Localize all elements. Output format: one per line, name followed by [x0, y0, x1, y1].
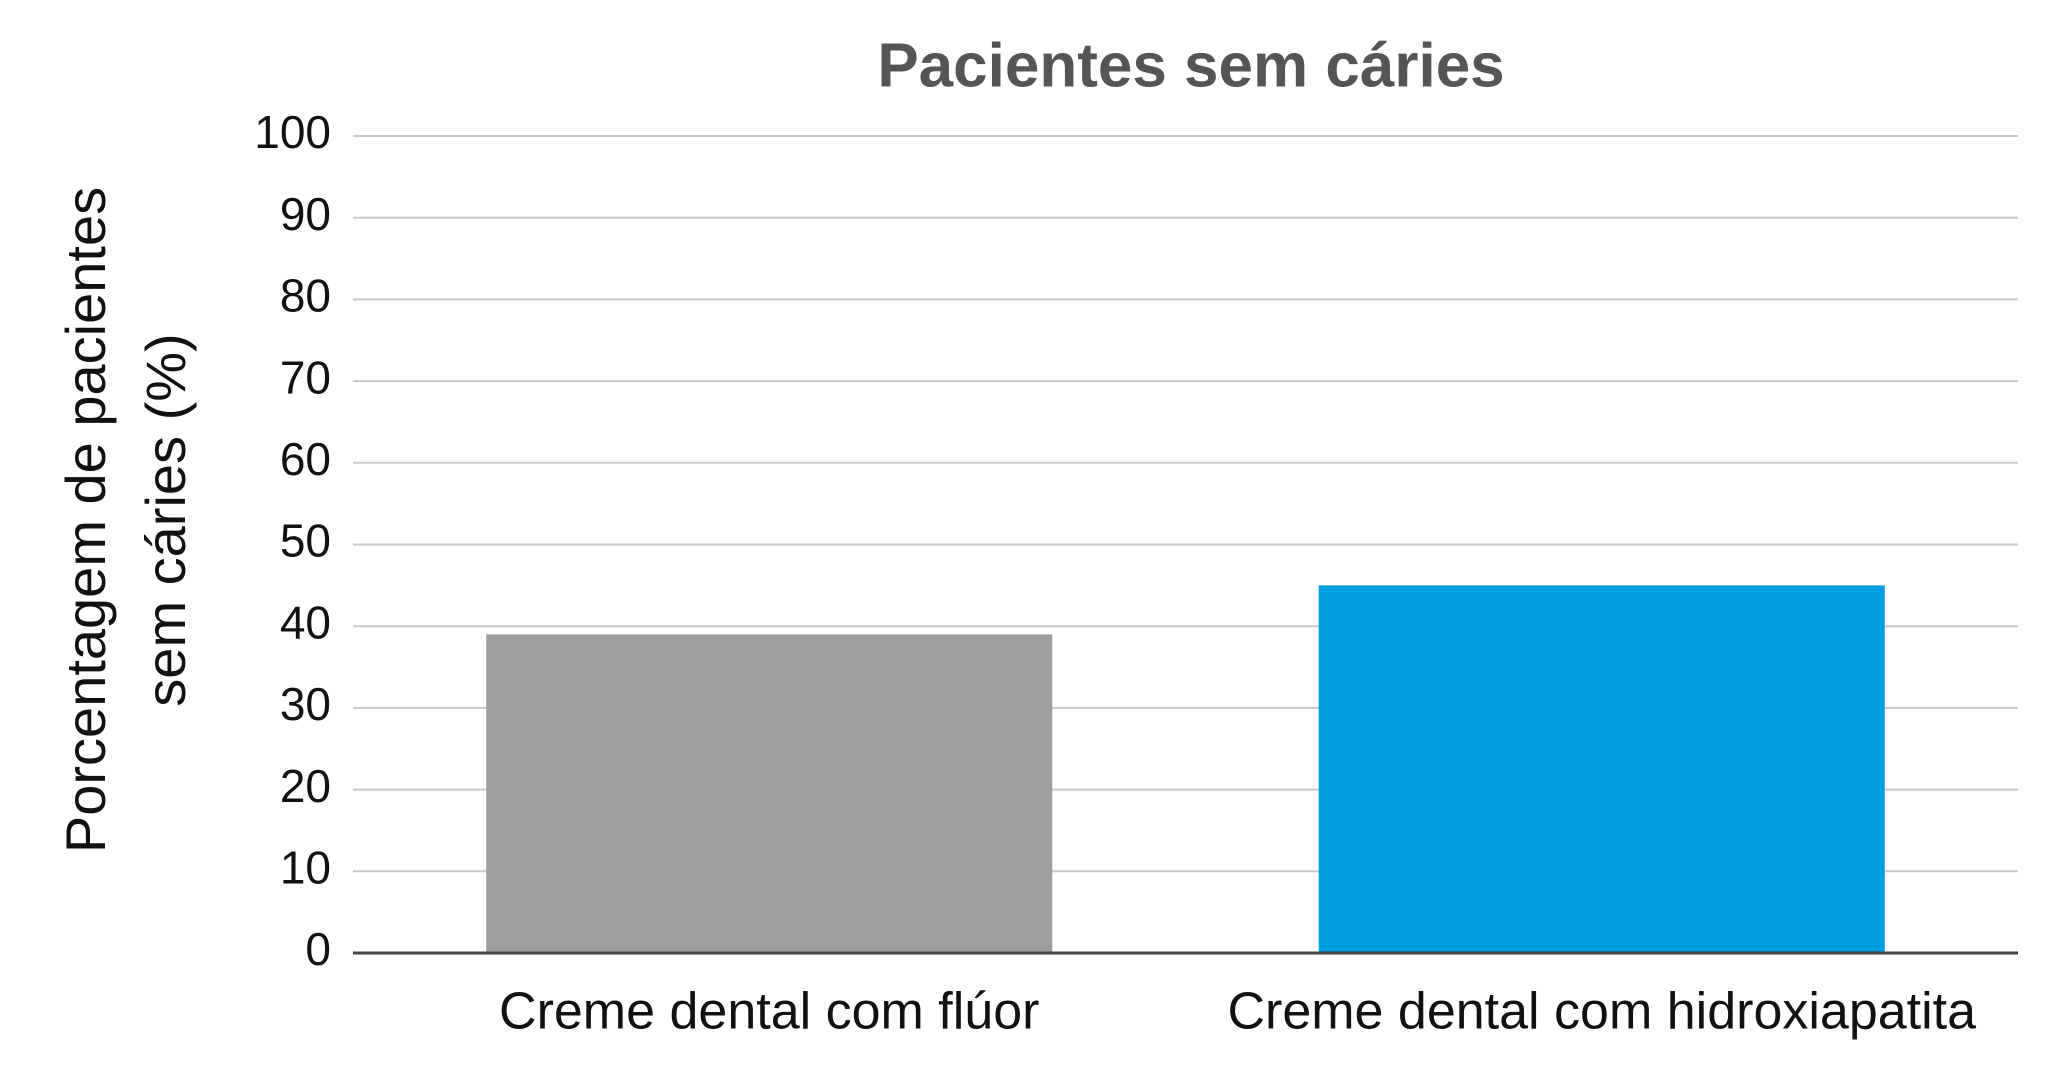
y-tick-label: 20	[280, 760, 331, 812]
y-axis-label: sem cáries (%)	[134, 333, 197, 706]
y-tick-label: 60	[280, 433, 331, 485]
x-tick-label: Creme dental com hidroxiapatita	[1227, 983, 1976, 1041]
y-tick-label: 50	[280, 515, 331, 567]
bar	[486, 634, 1053, 953]
y-tick-label: 40	[280, 596, 331, 648]
y-tick-label: 0	[305, 923, 331, 975]
y-tick-label: 100	[254, 106, 331, 158]
y-tick-label: 90	[280, 188, 331, 240]
x-tick-label: Creme dental com flúor	[499, 983, 1039, 1041]
bar	[1318, 585, 1885, 953]
y-tick-label: 30	[280, 678, 331, 730]
y-tick-label: 70	[280, 351, 331, 403]
y-tick-label: 10	[280, 841, 331, 893]
y-tick-label: 80	[280, 270, 331, 322]
chart-title: Pacientes sem cáries	[877, 31, 1504, 100]
y-axis-label: Porcentagem de pacientes	[54, 187, 117, 853]
